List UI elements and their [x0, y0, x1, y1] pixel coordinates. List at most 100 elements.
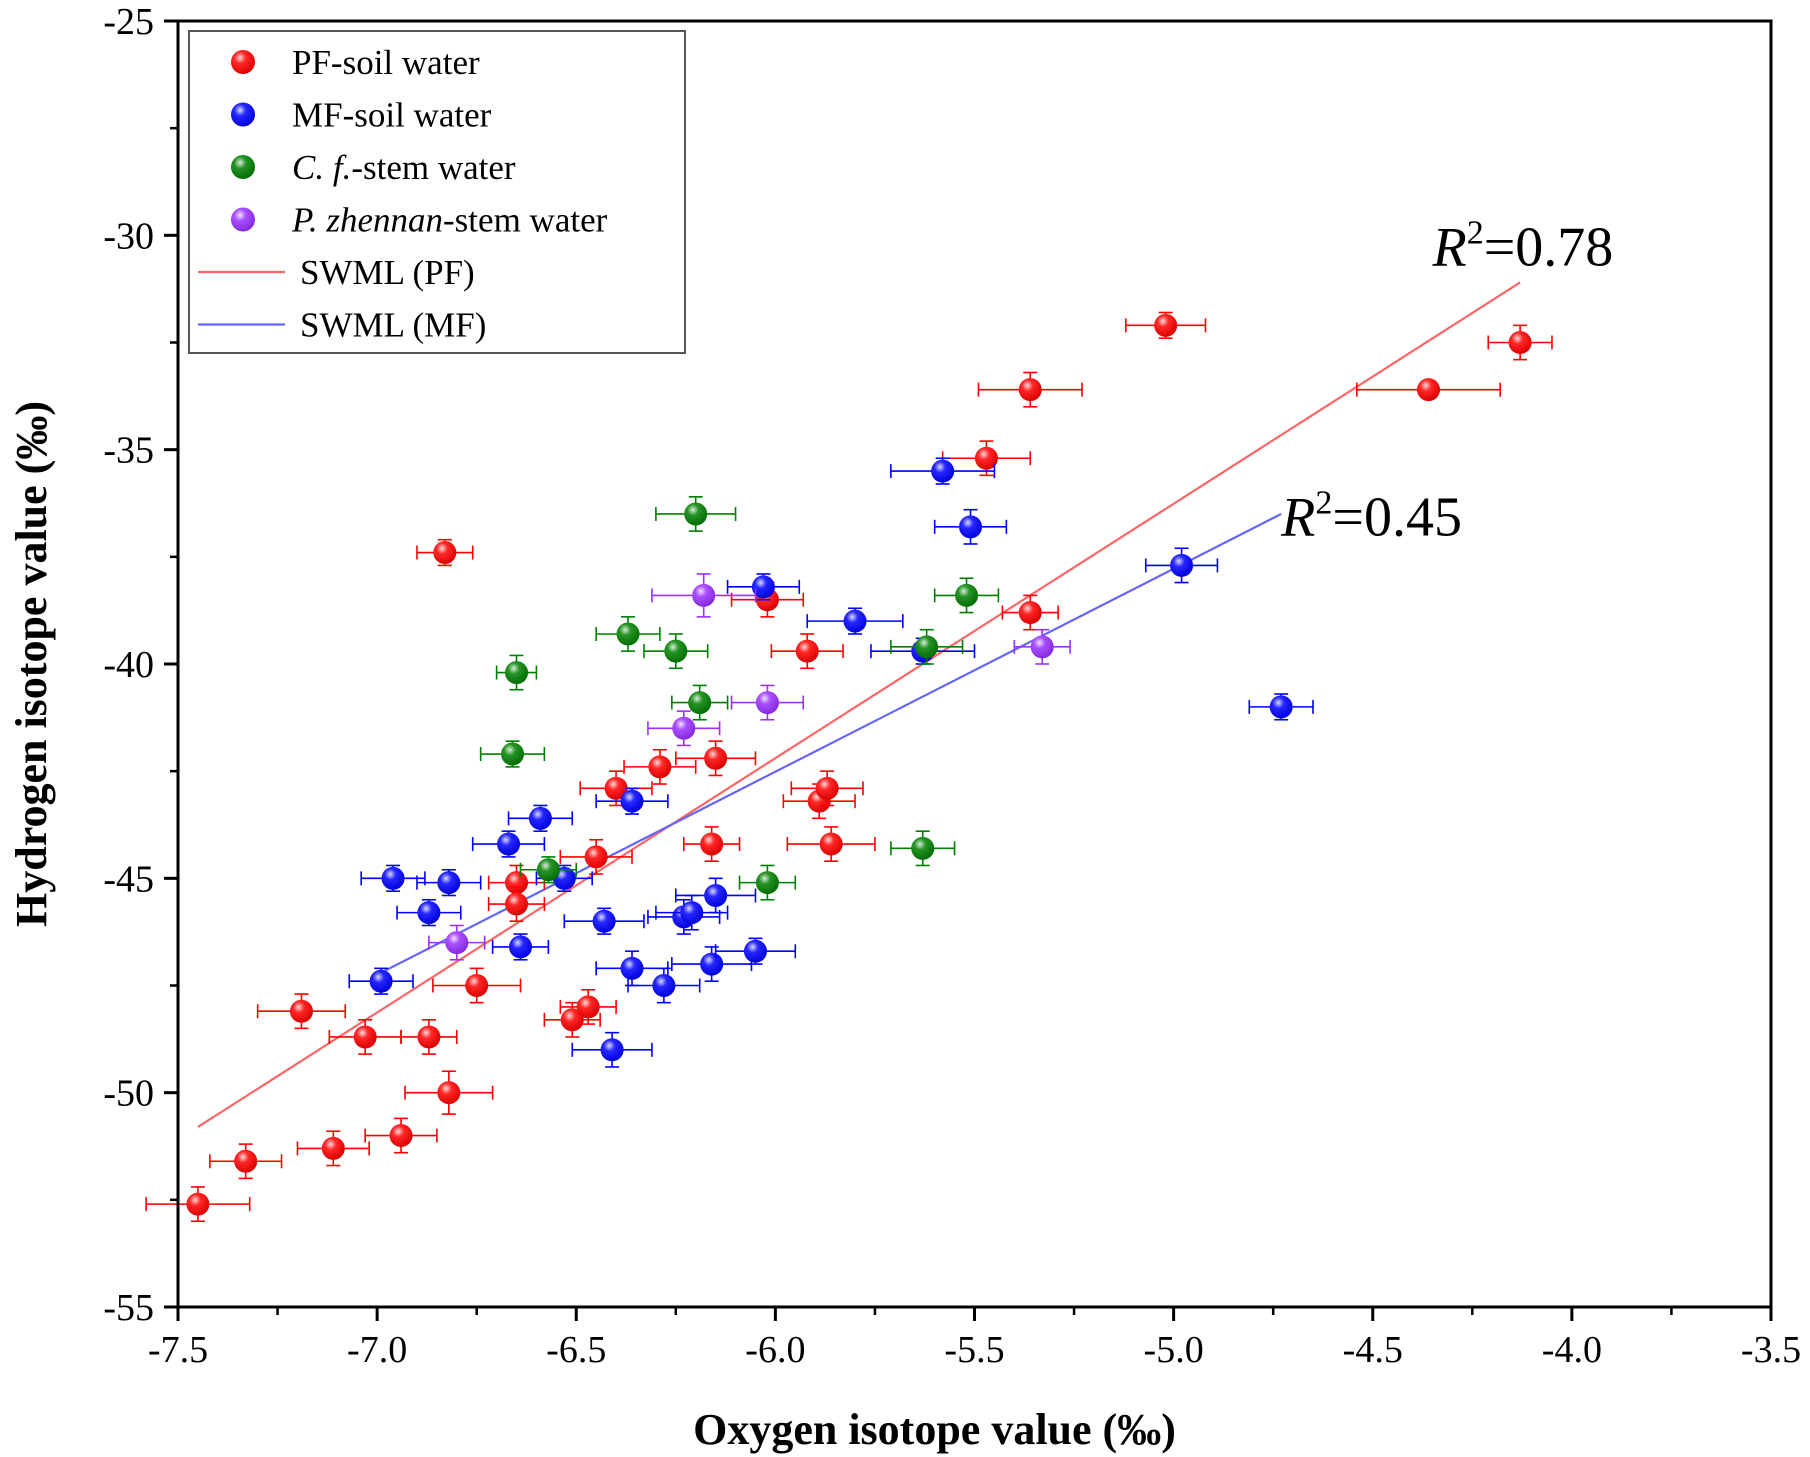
- marker-shine: [505, 871, 529, 895]
- x-tick-label: -7.0: [347, 1329, 407, 1371]
- legend-marker-shine: [231, 155, 255, 179]
- marker-shine: [751, 575, 775, 599]
- x-tick-label: -7.5: [148, 1329, 208, 1371]
- marker-shine: [592, 909, 616, 933]
- marker-shine: [700, 952, 724, 976]
- x-tick-label: -3.5: [1741, 1329, 1801, 1371]
- pf-soil-point-28: [1356, 378, 1501, 402]
- pz-stem-point-4: [1013, 628, 1071, 665]
- axes: -7.5 -7.0 -6.5 -6.0 -5.5 -5.0 -4.5 -4.0 -3.5 -55 -…: [7, 1, 1801, 1454]
- marker-shine: [465, 974, 489, 997]
- marker-shine: [1154, 313, 1178, 337]
- marker-shine: [1269, 695, 1293, 719]
- legend: PF-soil water MF-soil water C. f.-stem wat…: [188, 30, 686, 354]
- marker-shine: [959, 515, 983, 539]
- cf-stem-point-10: [933, 577, 1000, 614]
- pf-soil-point-12: [487, 864, 546, 901]
- x-tick-label: -6.0: [745, 1329, 805, 1371]
- y-axis-title: Hydrogen isotope value (‰): [7, 401, 56, 927]
- r-squared-label-mf: R2=0.45: [1280, 484, 1462, 548]
- marker-shine: [648, 755, 672, 779]
- legend-label: SWML (PF): [300, 253, 475, 292]
- pf-soil-point-11: [559, 988, 617, 1025]
- marker-shine: [1508, 331, 1532, 354]
- marker-shine: [692, 583, 716, 607]
- marker-shine: [795, 639, 819, 663]
- pf-soil-point-17: [675, 740, 757, 777]
- pf-soil-point-2: [296, 1130, 370, 1167]
- marker-shine: [437, 1081, 461, 1105]
- marker-shine: [672, 716, 696, 740]
- marker-shine: [680, 901, 704, 925]
- pf-soil-point-25: [977, 371, 1083, 408]
- legend-marker-shine: [231, 102, 255, 127]
- legend-label: P. zhennan-stem water: [291, 201, 608, 240]
- pf-soil-point-10: [543, 1001, 601, 1038]
- mf-soil-point-22: [933, 508, 1008, 545]
- pf-soil-point-16: [623, 748, 697, 785]
- regression-line-pf: [197, 281, 1521, 1128]
- mf-soil-point-4: [471, 830, 546, 858]
- cf-stem-point-1: [479, 740, 546, 768]
- cf-stem-point-3: [595, 616, 661, 652]
- mf-soil-point-8: [563, 907, 645, 935]
- marker-shine: [743, 939, 767, 963]
- pf-soil-point-0: [145, 1186, 251, 1223]
- legend-marker-shine: [231, 207, 255, 232]
- marker-shine: [684, 502, 708, 526]
- mf-soil-point-23: [1144, 547, 1219, 584]
- marker-shine: [1018, 378, 1042, 402]
- pf-soil-point-24: [941, 440, 1032, 477]
- pf-soil-point-3: [364, 1117, 438, 1154]
- r-squared-label-pf: R2=0.78: [1431, 214, 1613, 278]
- marker-shine: [560, 1008, 584, 1032]
- marker-shine: [1030, 635, 1054, 659]
- mf-soil-point-12: [627, 967, 701, 1004]
- marker-shine: [688, 691, 712, 715]
- legend-label: C. f.-stem water: [292, 148, 516, 187]
- mf-soil-point-15: [675, 877, 757, 914]
- marker-shine: [700, 832, 724, 856]
- marker-shine: [501, 742, 525, 766]
- marker-shine: [1018, 601, 1042, 625]
- legend-label: MF-soil water: [292, 96, 492, 135]
- marker-shine: [417, 1025, 441, 1049]
- mf-soil-point-6: [507, 804, 574, 832]
- mf-soil-point-18: [726, 573, 801, 601]
- marker-shine: [186, 1192, 210, 1216]
- marker-shine: [755, 871, 779, 895]
- mf-soil-point-24: [1248, 693, 1314, 721]
- marker-shine: [911, 836, 935, 860]
- pf-soil-point-9: [432, 967, 522, 1004]
- marker-shine: [843, 609, 867, 633]
- mf-soil-point-1: [360, 864, 426, 892]
- marker-shine: [505, 892, 529, 916]
- x-axis-title: Oxygen isotope value (‰): [693, 1405, 1176, 1454]
- pf-soil-point-4: [256, 993, 347, 1030]
- marker-shine: [620, 789, 644, 813]
- legend-box: [188, 30, 686, 354]
- x-tick-label: -4.0: [1542, 1329, 1602, 1371]
- marker-shine: [353, 1025, 377, 1049]
- pf-soil-point-27: [1125, 311, 1207, 340]
- marker-shine: [289, 999, 313, 1023]
- pf-soil-point-29: [1487, 324, 1553, 361]
- cf-stem-point-5: [655, 496, 737, 532]
- marker-shine: [505, 661, 529, 685]
- legend-marker-shine: [231, 50, 255, 74]
- y-tick-label: -45: [103, 858, 154, 900]
- marker-shine: [445, 931, 469, 955]
- regression-line-mf: [380, 512, 1282, 974]
- mf-soil-point-9: [571, 1031, 653, 1068]
- mf-soil-point-17: [714, 937, 797, 965]
- cf-stem-point-4: [643, 633, 709, 670]
- pf-soil-point-14: [559, 838, 633, 875]
- pz-stem-point-0: [428, 924, 486, 961]
- pz-stem-point-1: [647, 710, 721, 747]
- marker-shine: [369, 969, 393, 993]
- marker-shine: [576, 995, 600, 1019]
- mf-soil-point-10: [595, 787, 669, 815]
- pf-soil-point-26: [1001, 594, 1059, 631]
- mf-soil-point-5: [491, 933, 550, 961]
